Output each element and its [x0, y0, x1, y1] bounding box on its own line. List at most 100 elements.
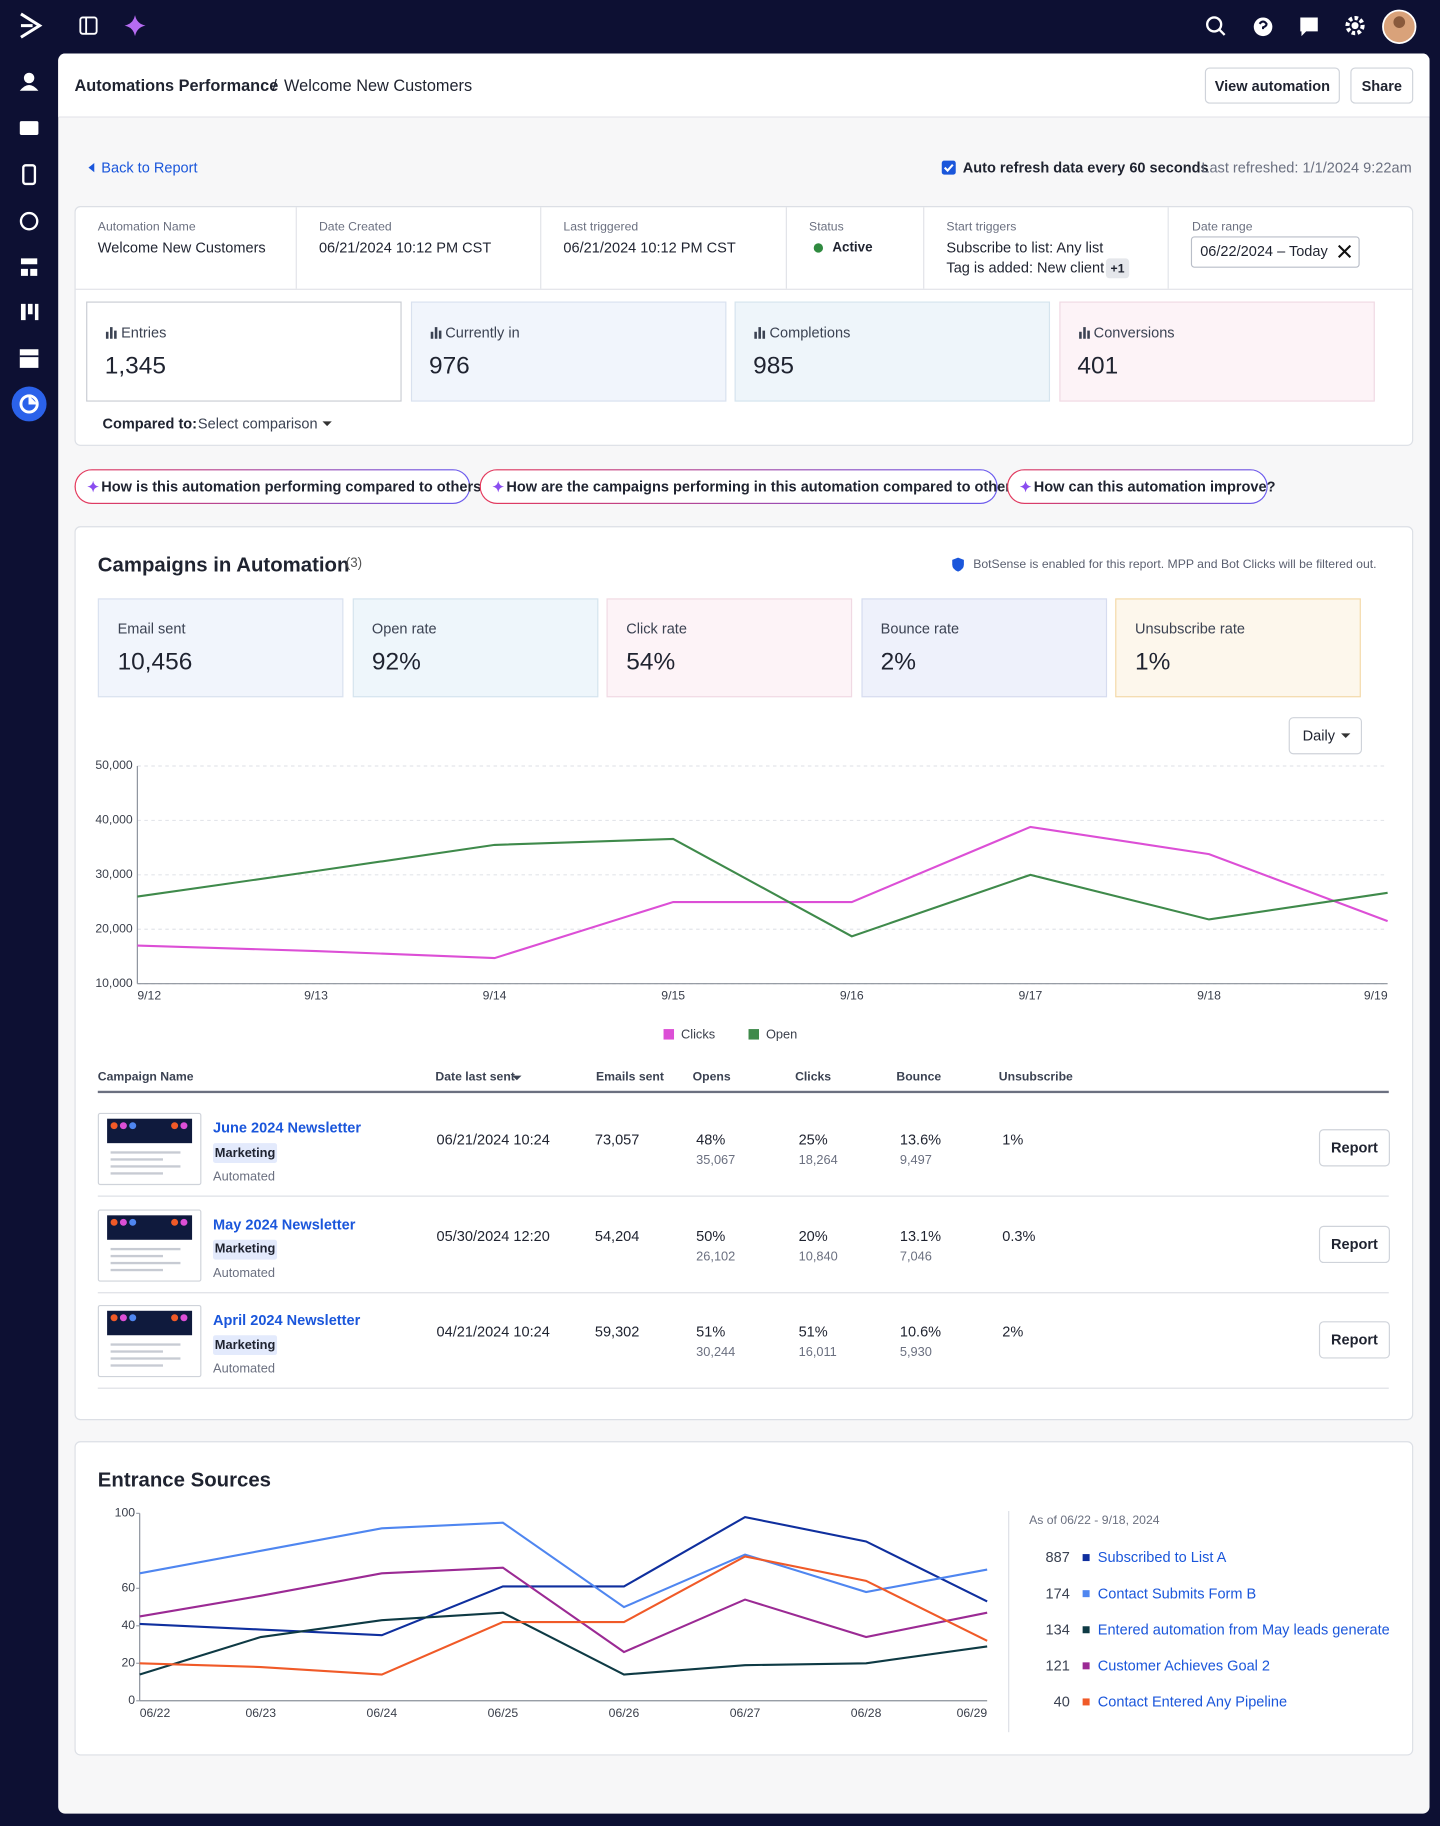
dropdown-label: Daily: [1302, 727, 1335, 744]
nav-sms[interactable]: [22, 164, 37, 186]
legend-divider: [1008, 1511, 1010, 1733]
x-tick-label: 06/27: [730, 1706, 761, 1720]
metric-label: Currently in: [445, 324, 520, 342]
chat-icon[interactable]: [1300, 17, 1318, 37]
date-sent: 04/21/2024 10:24: [436, 1323, 550, 1340]
bounce-rate: 13.1%: [899, 1227, 942, 1244]
series-line: [139, 1515, 988, 1637]
bounce-rate: 13.6%: [899, 1131, 942, 1148]
legend-label[interactable]: Entered automation from May leads genera…: [1097, 1621, 1390, 1638]
metric-icon-bar: [434, 327, 437, 339]
ai-prompt[interactable]: [480, 469, 998, 504]
date-range-input[interactable]: [1190, 236, 1360, 268]
metric-label: Conversions: [1093, 324, 1175, 342]
y-tick-label: 20: [121, 1656, 135, 1670]
trigger-more[interactable]: +1: [1105, 258, 1130, 279]
thumbnail-line: [110, 1343, 181, 1346]
campaign-name[interactable]: May 2024 Newsletter: [213, 1215, 356, 1233]
stat-card: [1115, 598, 1361, 698]
thumbnail-dot: [171, 1122, 179, 1130]
button-label: Share: [1361, 77, 1403, 94]
column-header: Bounce: [896, 1069, 942, 1084]
y-tick-label: 40: [121, 1618, 135, 1632]
thumbnail-dot: [129, 1314, 137, 1322]
nav-automations[interactable]: [20, 258, 38, 276]
ai-prompt[interactable]: [1007, 469, 1268, 504]
legend-label[interactable]: Subscribed to List A: [1097, 1549, 1227, 1566]
metric-value: 1,345: [104, 352, 166, 380]
thumbnail-dot: [110, 1122, 118, 1130]
legend-label[interactable]: Contact Entered Any Pipeline: [1097, 1693, 1288, 1711]
thumbnail-dot: [171, 1218, 179, 1226]
detail-label: Status: [809, 220, 844, 234]
x-tick-label: 06/28: [851, 1706, 882, 1720]
metric-value: 976: [428, 352, 470, 380]
thumbnail-dot: [129, 1218, 137, 1226]
panel-toggle[interactable]: [79, 16, 98, 35]
thumbnail-line: [110, 1350, 163, 1353]
stat-card: [97, 598, 344, 698]
legend-swatch: [1082, 1590, 1090, 1598]
trigger-line: Tag is added: New client: [946, 259, 1105, 276]
entrance-title: Entrance Sources: [97, 1467, 272, 1492]
breadcrumb-separator: /: [272, 75, 277, 95]
search-icon[interactable]: [1206, 16, 1223, 33]
nav-site[interactable]: [19, 349, 39, 368]
unsubscribe-rate: 2%: [1002, 1323, 1024, 1340]
search-handle: [1217, 28, 1226, 36]
x-tick-label: 06/22: [140, 1706, 171, 1720]
sparkle: [1019, 480, 1032, 493]
settings-icon[interactable]: [1345, 16, 1365, 36]
nav-contacts[interactable]: [23, 72, 35, 84]
report-button[interactable]: Report: [1318, 1129, 1390, 1167]
stat-label: Email sent: [117, 620, 186, 637]
column-divider: [540, 207, 542, 289]
campaign-name[interactable]: April 2024 Newsletter: [213, 1311, 361, 1329]
stat-card: [352, 598, 598, 698]
auto-refresh-checkbox[interactable]: [941, 160, 956, 175]
metric-icon-bar: [1086, 330, 1090, 339]
x-tick-label: 06/26: [609, 1706, 640, 1720]
date-sent: 05/30/2024 12:20: [436, 1227, 550, 1244]
back-link[interactable]: Back to Report: [101, 159, 198, 176]
status-dot: [813, 243, 824, 253]
metric-card: [86, 301, 402, 402]
nav-deals[interactable]: [20, 303, 39, 321]
legend-label[interactable]: Contact Submits Form B: [1097, 1585, 1257, 1602]
clicks-rate: 20%: [798, 1227, 828, 1244]
legend-swatch: [1082, 1698, 1090, 1706]
x-tick-label: 06/23: [245, 1706, 276, 1720]
thumbnail-header: [107, 1214, 193, 1240]
nav-email[interactable]: [19, 121, 39, 136]
column-header: Opens: [692, 1069, 731, 1084]
thumbnail-dot: [110, 1314, 118, 1322]
campaign-name[interactable]: June 2024 Newsletter: [213, 1119, 362, 1137]
legend-label[interactable]: Customer Achieves Goal 2: [1097, 1657, 1271, 1674]
shield: [952, 557, 964, 572]
ai-prompt[interactable]: [75, 469, 471, 504]
bounce-count: 9,497: [899, 1153, 932, 1168]
thumbnail-dot: [180, 1122, 188, 1130]
metric-icon-bar: [430, 331, 433, 339]
comparison-select[interactable]: Select comparison: [197, 415, 318, 432]
metric-value: 401: [1077, 352, 1119, 380]
nav-contacts-body: [19, 84, 39, 91]
shield-icon: [952, 557, 964, 572]
ai-icon[interactable]: [124, 15, 146, 37]
clicks-rate: 25%: [798, 1131, 828, 1148]
share-button[interactable]: Share: [1350, 67, 1414, 104]
bounce-count: 5,930: [899, 1345, 932, 1360]
nav-reports-slice: [28, 395, 38, 405]
legend-total: 40: [1053, 1693, 1070, 1711]
clear-x: [1337, 244, 1352, 259]
report-button[interactable]: Report: [1318, 1225, 1390, 1263]
detail-label: Automation Name: [97, 220, 196, 234]
report-button[interactable]: Report: [1318, 1321, 1390, 1359]
view-automation-button[interactable]: View automation: [1204, 67, 1340, 104]
help-mark: [1258, 20, 1268, 30]
nav-whatsapp[interactable]: [19, 211, 39, 231]
legend-total: 887: [1045, 1549, 1070, 1566]
sparkle-icon: [87, 480, 99, 493]
bounce-count: 7,046: [899, 1249, 932, 1264]
header-rule: [97, 1090, 1389, 1093]
